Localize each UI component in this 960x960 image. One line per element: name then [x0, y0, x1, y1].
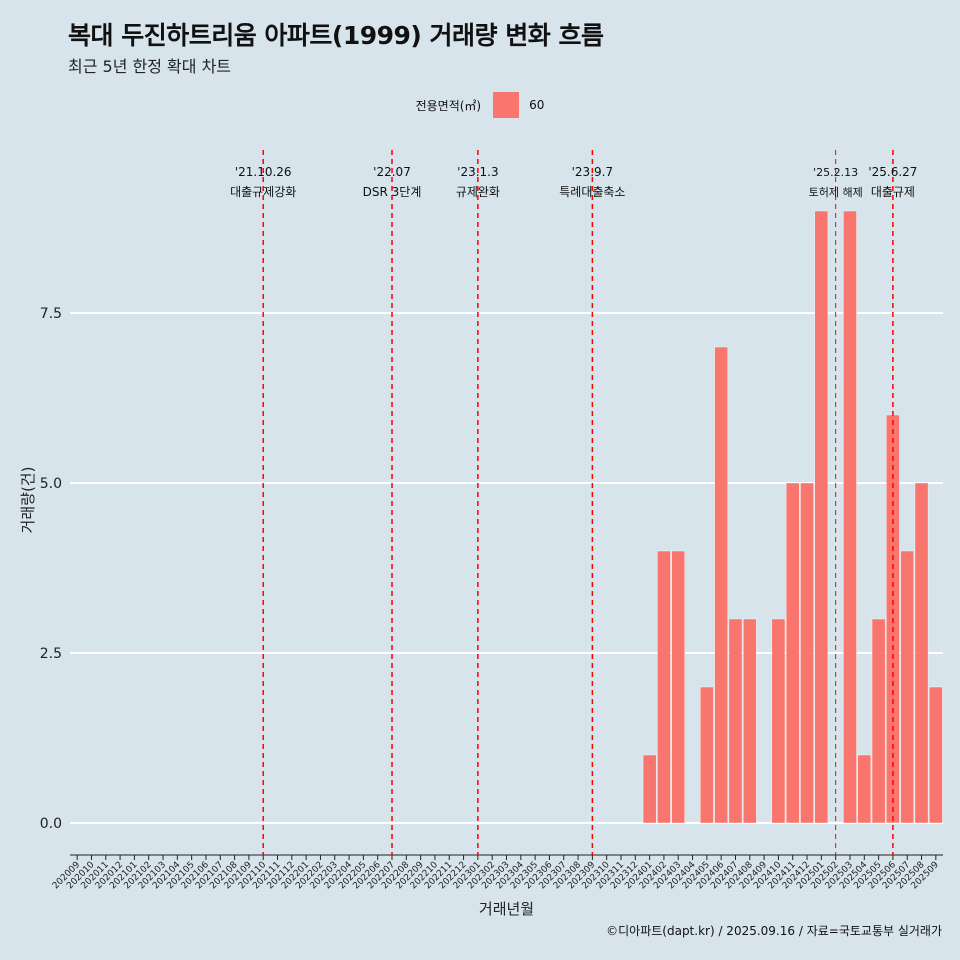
legend-title: 전용면적(㎡)	[415, 98, 482, 113]
bar	[785, 482, 800, 824]
legend-key	[493, 92, 520, 118]
bar	[771, 618, 786, 824]
event-label: 특례대출축소	[559, 185, 625, 199]
bar	[800, 482, 814, 824]
y-tick-label: 7.5	[40, 306, 62, 322]
event-date: '21.10.26	[235, 165, 292, 179]
bar	[843, 210, 857, 824]
bar	[857, 754, 872, 824]
bar	[714, 346, 728, 824]
bar	[700, 686, 714, 824]
event-date: '25.2.13	[813, 166, 858, 179]
event-label: 대출규제	[871, 185, 915, 199]
caption: ©디아파트(dapt.kr) / 2025.09.16 / 자료=국토교통부 실…	[606, 924, 942, 938]
chart-subtitle: 최근 5년 한정 확대 차트	[68, 57, 232, 76]
bar	[743, 618, 757, 824]
y-tick-label: 2.5	[40, 646, 62, 662]
y-tick-label: 0.0	[40, 816, 62, 832]
bar	[728, 618, 743, 824]
bar	[900, 550, 914, 824]
bar	[642, 754, 657, 824]
event-label: 규제완화	[456, 185, 500, 199]
legend-label: 60	[529, 98, 545, 112]
bar	[871, 618, 886, 824]
bar	[657, 550, 671, 824]
y-tick-label: 5.0	[40, 476, 62, 492]
event-label: 토허제 해제	[809, 185, 863, 199]
event-label: 대출규제강화	[230, 185, 296, 199]
event-date: '23.9.7	[572, 165, 613, 179]
bar	[814, 210, 829, 824]
event-date: '22.07	[373, 165, 411, 179]
chart-title: 복대 두진하트리움 아파트(1999) 거래량 변화 흐름	[68, 21, 604, 50]
y-axis-title: 거래량(건)	[19, 467, 37, 534]
x-axis-title: 거래년월	[479, 900, 534, 918]
event-date: '25.6.27	[868, 165, 917, 179]
legend: 전용면적(㎡) 60	[0, 92, 960, 118]
event-label: DSR 3단계	[363, 185, 422, 199]
bar	[929, 686, 943, 824]
bar	[671, 550, 685, 824]
event-date: '23.1.3	[457, 165, 498, 179]
bar	[914, 482, 929, 824]
